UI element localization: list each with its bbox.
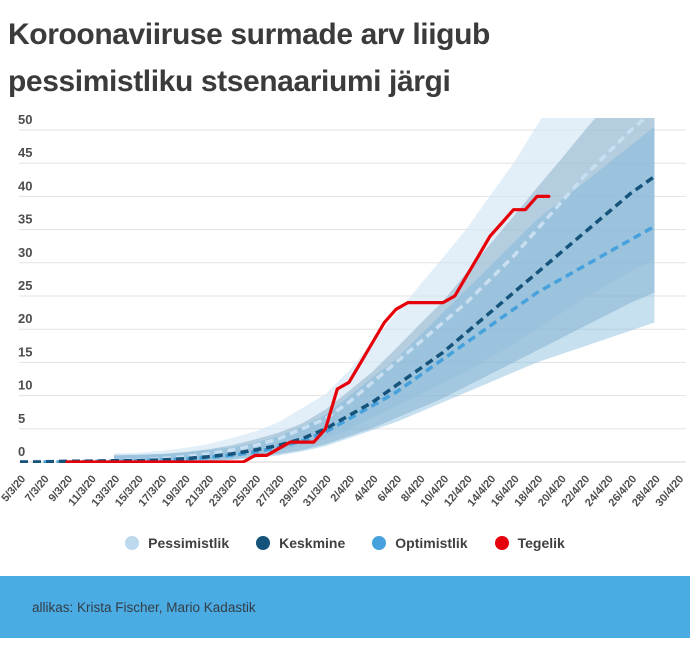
x-tick-label: 2/4/20 — [328, 473, 357, 504]
x-tick-label: 5/3/20 — [0, 473, 28, 504]
y-tick-label: 0 — [18, 444, 25, 459]
line-optimistlik — [43, 224, 656, 463]
y-tick-label: 25 — [18, 278, 32, 293]
y-tick-label: 10 — [18, 378, 32, 393]
legend-label-tegelik: Tegelik — [517, 535, 565, 551]
legend-dot-tegelik — [494, 536, 509, 550]
legend-label-pessimistlik: Pessimistlik — [148, 535, 230, 551]
y-tick-label: 15 — [18, 344, 32, 359]
line-tegelik — [65, 194, 551, 463]
chart-legend: Pessimistlik Keskmine Optimistlik Tegelik — [0, 526, 690, 560]
band-pessimistlik-usaldusvahemik — [114, 118, 655, 462]
y-tick-label: 20 — [18, 311, 32, 326]
legend-item-keskmine: Keskmine — [256, 535, 345, 551]
chart-title-line1: Koroonaviiruse surmade arv liigub — [8, 18, 490, 51]
source-footer: allikas: Krista Fischer, Mario Kadastik — [0, 576, 690, 638]
y-axis-labels: 0 5 10 15 20 25 30 35 40 45 50 — [18, 115, 32, 459]
legend-label-optimistlik: Optimistlik — [395, 535, 468, 551]
legend-dot-keskmine — [256, 536, 271, 550]
y-tick-label: 45 — [18, 145, 32, 160]
chart-title-line2: pessimistliku stsenaariumi järgi — [8, 64, 451, 98]
series-lines — [19, 118, 656, 463]
chart-title: Koroonaviiruse surmade arv liigub pessim… — [0, 0, 690, 105]
x-tick-label: 7/3/20 — [23, 473, 52, 504]
x-tick-label: 4/4/20 — [352, 473, 381, 504]
y-tick-label: 50 — [18, 115, 32, 127]
source-text: allikas: Krista Fischer, Mario Kadastik — [32, 599, 256, 615]
legend-item-optimistlik: Optimistlik — [372, 535, 468, 551]
legend-item-pessimistlik: Pessimistlik — [125, 535, 229, 551]
legend-label-keskmine: Keskmine — [279, 535, 346, 551]
chart-canvas: 0 5 10 15 20 25 30 35 40 45 50 5/3/207/3/209/3/2011… — [0, 115, 686, 509]
y-tick-label: 5 — [18, 411, 25, 426]
y-tick-label: 35 — [18, 212, 32, 227]
x-tick-label: 6/4/20 — [375, 473, 404, 504]
y-tick-label: 40 — [18, 178, 32, 193]
legend-dot-optimistlik — [372, 536, 387, 550]
x-axis-labels: 5/3/207/3/209/3/2011/3/2013/3/2015/3/201… — [0, 473, 686, 509]
chart-area: 0 5 10 15 20 25 30 35 40 45 50 5/3/20 7/3/20 9/3/20 11… — [0, 115, 690, 522]
legend-dot-pessimistlik — [125, 536, 140, 550]
legend-item-tegelik: Tegelik — [494, 535, 565, 551]
confidence-bands — [114, 118, 655, 463]
y-tick-label: 30 — [18, 245, 32, 260]
